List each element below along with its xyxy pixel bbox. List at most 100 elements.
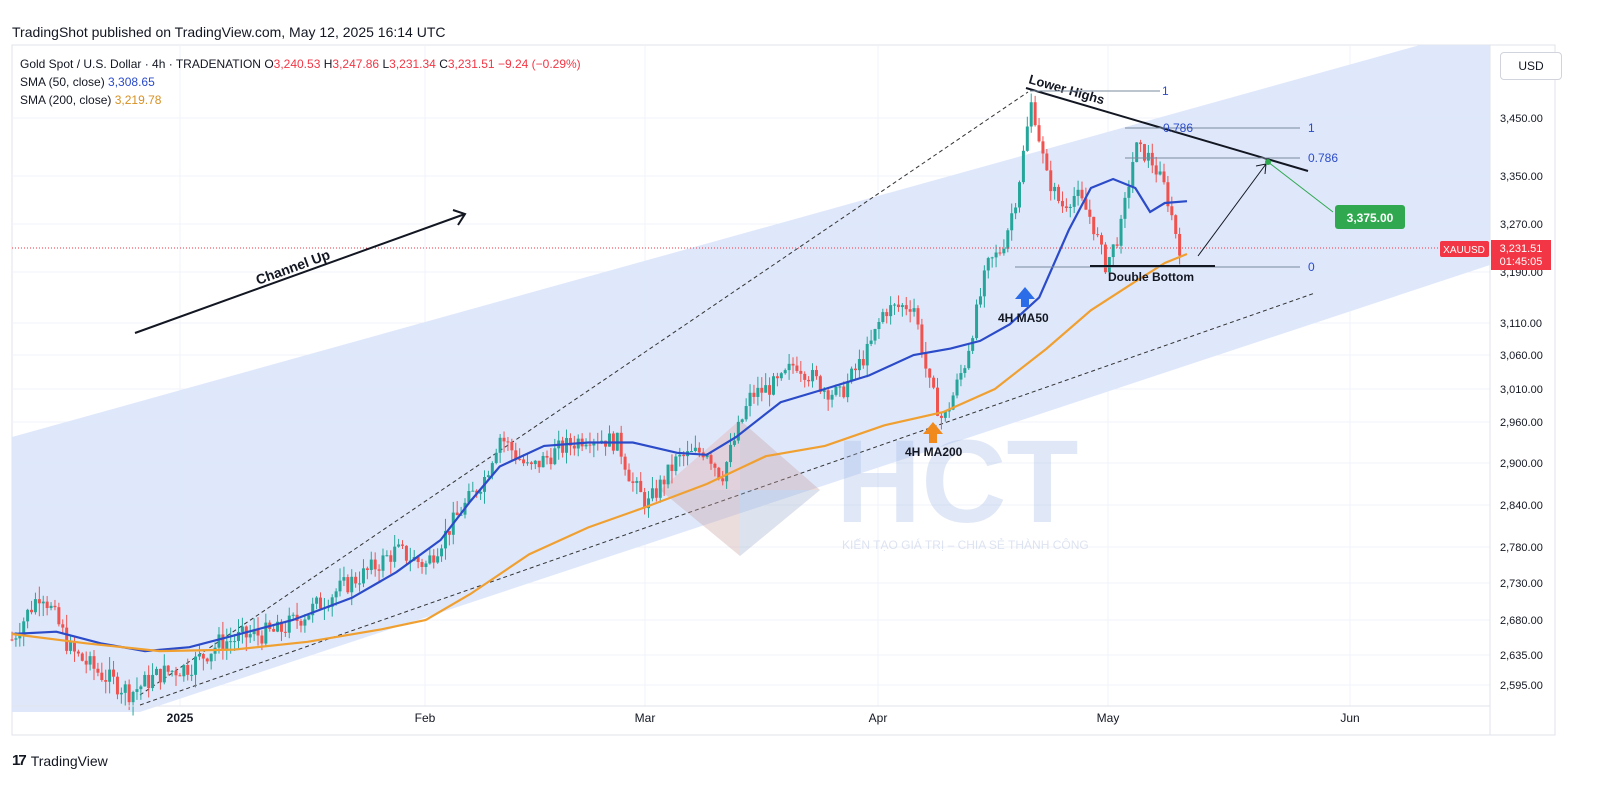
channel-lower-dashed-line — [139, 292, 1316, 706]
candle-body — [57, 607, 61, 625]
candle-body — [838, 386, 842, 388]
fib-label-0786-b: 0.786 — [1308, 151, 1338, 165]
sma-lines-layer — [11, 177, 1188, 653]
candle-body — [272, 628, 276, 632]
candle-body — [283, 631, 287, 633]
candle-body — [853, 368, 857, 371]
candle-body — [541, 455, 545, 468]
legend-high: H3,247.86 — [323, 57, 380, 71]
candle-body — [1178, 233, 1182, 256]
candle-body — [49, 605, 53, 609]
candle-body — [619, 432, 623, 457]
candle-body — [955, 379, 959, 396]
candle-body — [896, 304, 900, 308]
candle-body — [912, 308, 916, 312]
annotation-4h-ma200: 4H MA200 — [905, 445, 963, 459]
fib-label-1-b: 1 — [1308, 121, 1315, 135]
hct-watermark: HCT KIẾN TẠO GIÁ TRỊ – CHIA SẺ THÀNH CÔN… — [660, 416, 1089, 556]
candle-body — [514, 450, 518, 459]
candle-body — [986, 258, 990, 271]
legend-open: O3,240.53 — [264, 57, 321, 71]
candle-body — [756, 387, 760, 397]
candle-body — [877, 322, 881, 330]
candle-body — [1057, 186, 1061, 201]
candle-body — [971, 338, 975, 351]
candle-body — [650, 488, 654, 499]
candle-body — [334, 591, 338, 598]
candle-body — [197, 653, 201, 657]
symbol-badge — [1440, 241, 1489, 257]
candle-body — [725, 462, 729, 482]
candle-body — [112, 669, 116, 677]
candle-body — [561, 440, 565, 453]
candle-body — [1115, 244, 1119, 246]
candle-body — [803, 373, 807, 380]
candle-body — [432, 555, 436, 563]
candle-body — [1068, 206, 1072, 208]
candle-body — [26, 609, 30, 622]
candle-body — [447, 530, 451, 535]
candle-body — [1123, 197, 1127, 219]
candle-body — [178, 675, 182, 677]
current-price-tag — [1491, 240, 1551, 270]
candle-body — [717, 467, 721, 479]
candle-body — [1064, 206, 1068, 208]
candle-body — [100, 672, 104, 681]
candle-body — [299, 620, 303, 626]
candle-body — [779, 373, 783, 379]
candle-body — [1139, 142, 1143, 145]
candle-body — [53, 605, 57, 608]
candle-body — [900, 305, 904, 308]
candle-body — [1037, 125, 1041, 142]
candle-body — [760, 387, 764, 393]
candle-body — [221, 634, 225, 651]
currency-button[interactable]: USD — [1500, 52, 1562, 80]
candle-body — [764, 385, 768, 393]
candle-body — [389, 555, 393, 562]
candle-body — [881, 312, 885, 323]
candle-body — [525, 462, 529, 464]
candle-body — [1158, 171, 1162, 175]
candle-body — [693, 447, 697, 452]
candle-body — [1142, 144, 1146, 161]
candle-body — [791, 363, 795, 366]
candle-body — [1096, 234, 1100, 236]
candle-body — [982, 270, 986, 297]
candle-body — [319, 597, 323, 609]
candle-body — [45, 601, 49, 609]
candle-body — [486, 475, 490, 477]
candle-body — [182, 665, 186, 677]
candle-body — [873, 329, 877, 341]
candle-body — [170, 670, 174, 672]
candle-body — [291, 614, 295, 616]
candle-body — [30, 609, 34, 613]
candle-body — [240, 626, 244, 632]
candle-body — [436, 556, 440, 563]
candle-body — [428, 555, 432, 564]
candle-body — [533, 460, 537, 465]
fib-label-1-a: 1 — [1162, 84, 1169, 98]
candle-body — [928, 368, 932, 378]
candle-body — [490, 463, 494, 476]
candle-body — [978, 296, 982, 305]
candle-body — [373, 559, 377, 570]
candle-body — [1033, 102, 1037, 126]
legend-close: C3,231.51 — [439, 57, 495, 71]
legend-symbol: Gold Spot / U.S. Dollar · 4h · TRADENATI… — [20, 57, 261, 71]
candle-body — [553, 448, 557, 465]
candle-body — [190, 674, 194, 676]
candle-body — [1162, 171, 1166, 183]
candle-body — [174, 670, 178, 676]
candle-body — [217, 634, 221, 648]
legend-low: L3,231.34 — [382, 57, 436, 71]
tradingview-logo-icon: 17 — [12, 752, 27, 769]
candle-body — [18, 635, 22, 639]
price-tick-label: 2,960.00 — [1500, 417, 1543, 429]
candle-body — [604, 440, 608, 447]
candle-body — [506, 441, 510, 443]
candle-body — [885, 312, 889, 317]
candle-body — [1084, 198, 1088, 210]
candle-body — [420, 561, 424, 567]
annotation-lower-highs: Lower Highs — [1027, 71, 1106, 107]
